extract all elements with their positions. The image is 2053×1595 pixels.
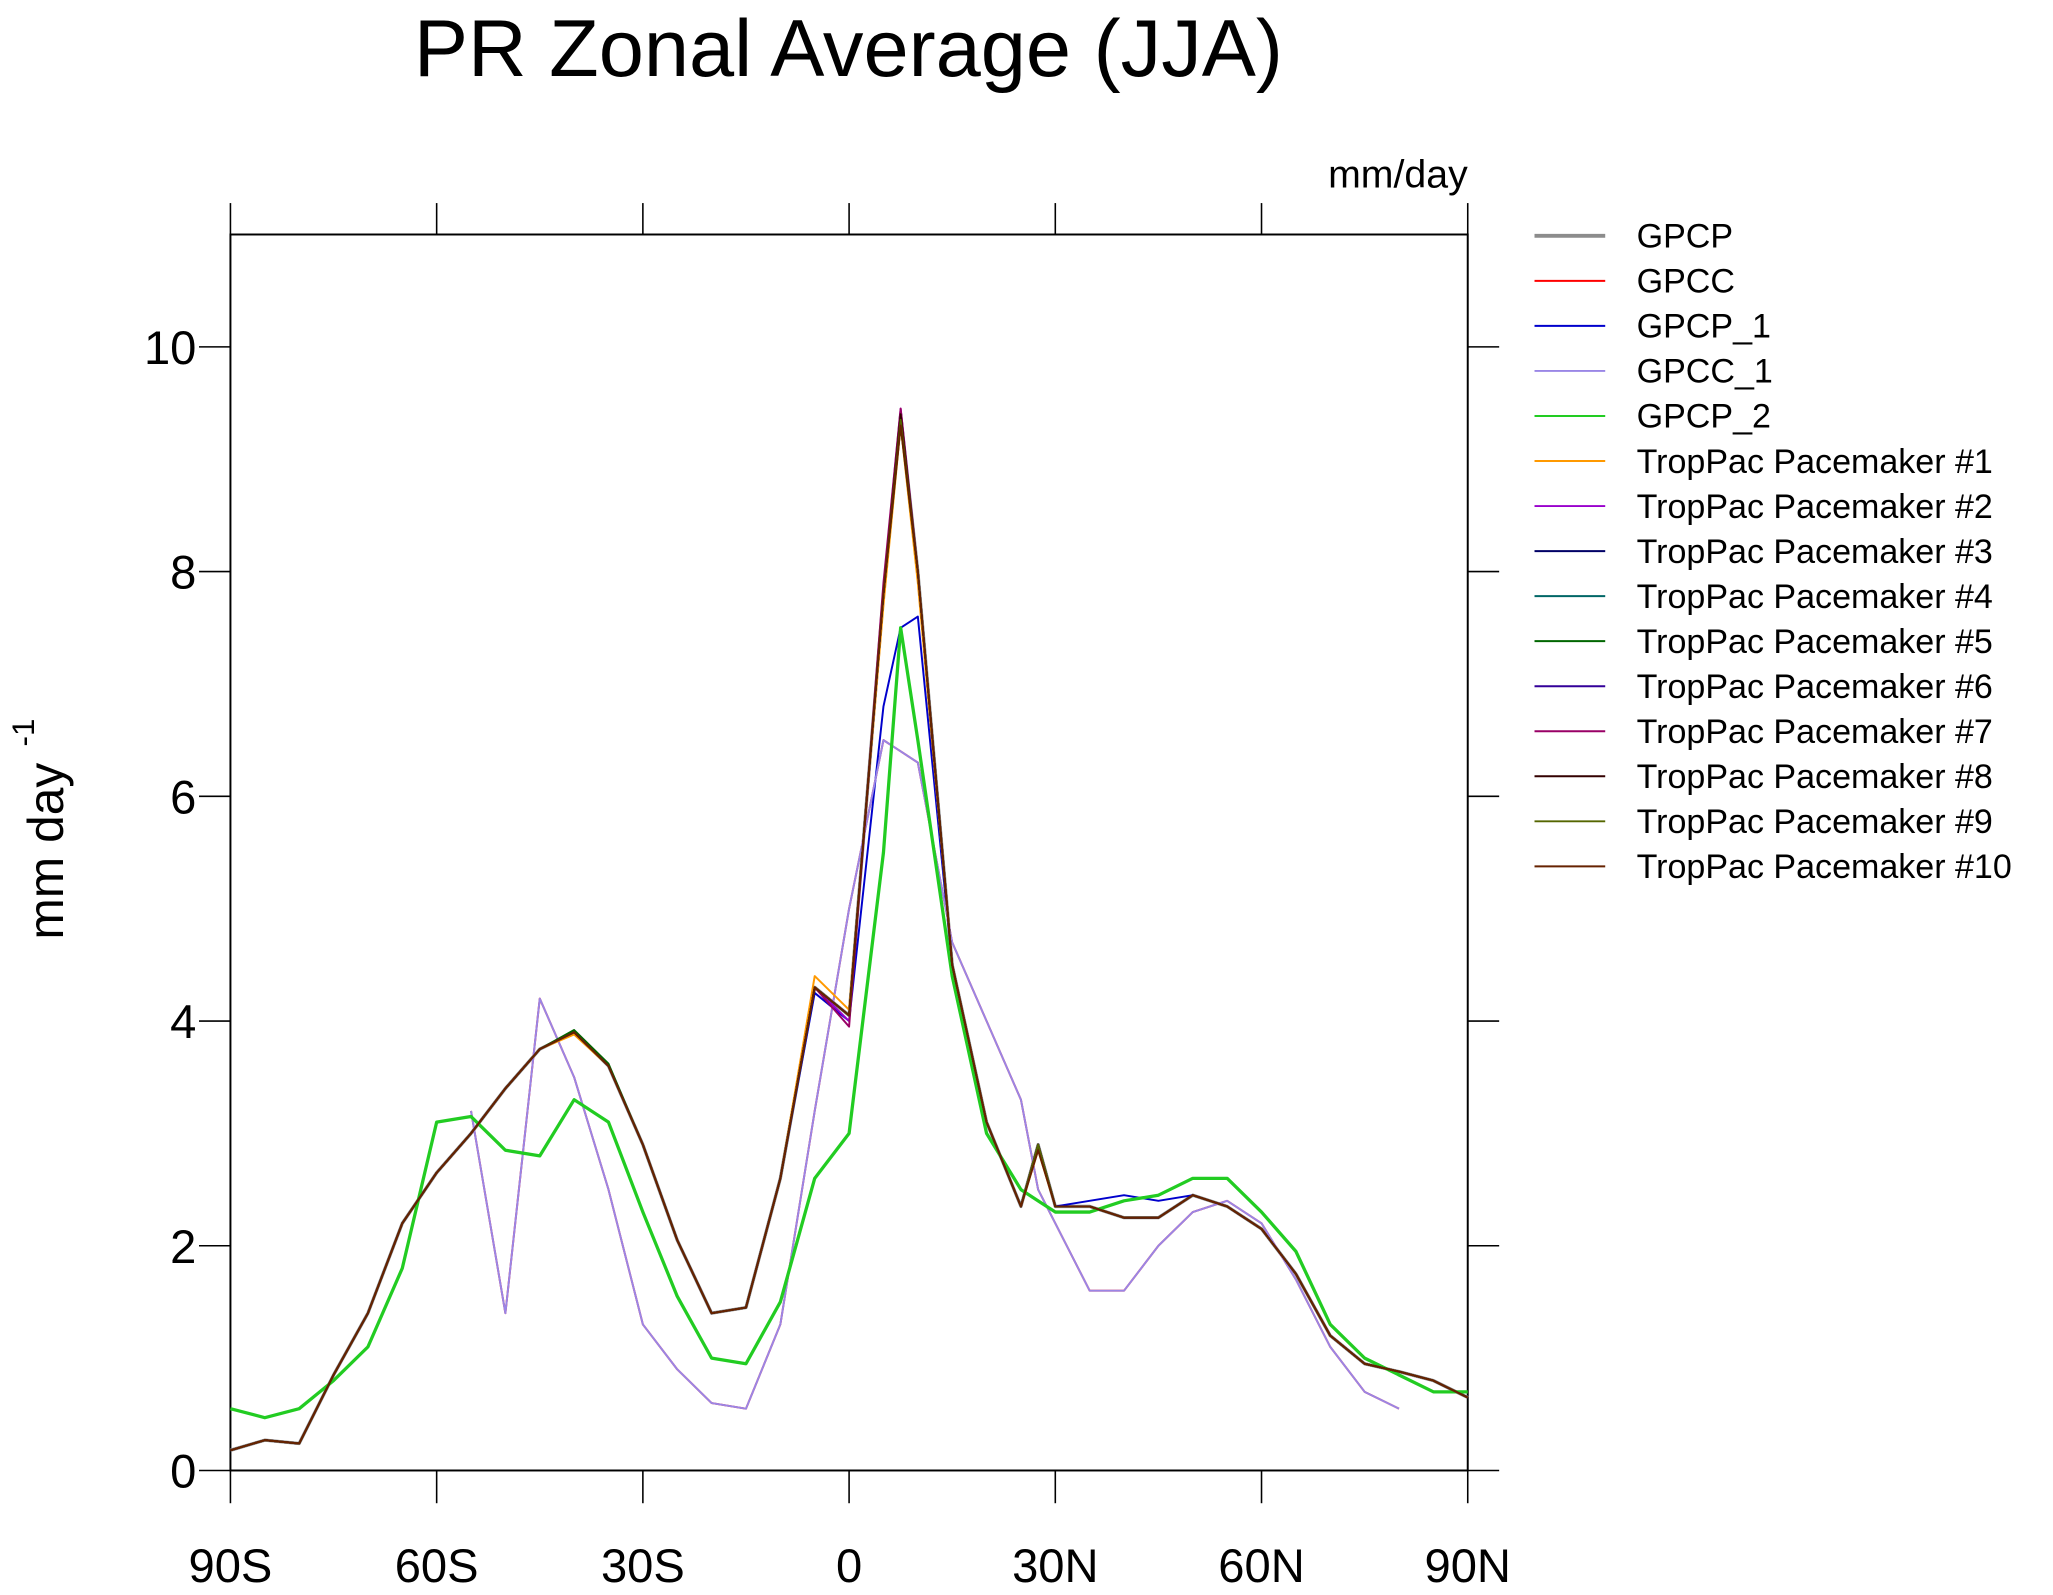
- data-line: [230, 407, 1469, 1452]
- x-tick-label: 90S: [189, 1539, 273, 1592]
- x-tick-label: 30N: [1012, 1539, 1098, 1592]
- legend-label: TropPac Pacemaker #4: [1637, 578, 1993, 616]
- x-tick-label: 60N: [1218, 1539, 1304, 1592]
- legend-label: GPCC: [1637, 263, 1735, 301]
- x-tick-label: 90N: [1425, 1539, 1511, 1592]
- legend-label: TropPac Pacemaker #8: [1637, 758, 1993, 796]
- data-line: [230, 424, 1469, 1452]
- legend-label: TropPac Pacemaker #2: [1637, 488, 1993, 526]
- legend-label: GPCP_2: [1637, 398, 1771, 436]
- units-label: mm/day: [1328, 152, 1468, 196]
- y-label-superscript: -1: [6, 718, 41, 746]
- x-tick-label: 30S: [601, 1539, 685, 1592]
- x-tick-label: 0: [836, 1539, 862, 1592]
- y-axis-title: mm day -1: [6, 718, 74, 939]
- y-tick-label: 8: [170, 546, 196, 599]
- legend-label: TropPac Pacemaker #6: [1637, 668, 1993, 706]
- chart-title: PR Zonal Average (JJA): [414, 4, 1283, 94]
- x-tick-label: 60S: [395, 1539, 479, 1592]
- legend-label: GPCP_1: [1637, 308, 1771, 346]
- data-line: [470, 739, 1400, 1410]
- data-line: [230, 424, 1469, 1452]
- y-tick-label: 6: [170, 770, 196, 823]
- legend-label: GPCP: [1637, 218, 1733, 256]
- data-line: [230, 418, 1469, 1452]
- legend-label: TropPac Pacemaker #1: [1637, 443, 1993, 481]
- y-tick-label: 2: [170, 1220, 196, 1273]
- data-line: [230, 413, 1469, 1452]
- legend-label: GPCC_1: [1637, 353, 1773, 391]
- data-line: [470, 739, 1400, 1410]
- data-line: [230, 626, 1468, 1420]
- data-line: [230, 424, 1469, 1452]
- y-tick-label: 4: [170, 995, 196, 1048]
- legend-label: TropPac Pacemaker #3: [1637, 533, 1993, 571]
- data-line: [229, 412, 1469, 1452]
- data-line: [230, 413, 1469, 1452]
- data-line: [230, 407, 1469, 1452]
- data-line: [230, 413, 1469, 1452]
- legend-label: TropPac Pacemaker #10: [1637, 848, 2012, 886]
- y-tick-label: 10: [144, 321, 196, 374]
- y-label: mm day: [18, 763, 74, 940]
- y-tick-label: 0: [170, 1445, 196, 1498]
- plot-frame: [229, 233, 1469, 1472]
- data-line: [230, 615, 1469, 1452]
- legend-label: TropPac Pacemaker #5: [1637, 623, 1993, 661]
- legend-label: TropPac Pacemaker #7: [1637, 713, 1993, 751]
- data-line: [230, 418, 1469, 1452]
- legend-label: TropPac Pacemaker #9: [1637, 803, 1993, 841]
